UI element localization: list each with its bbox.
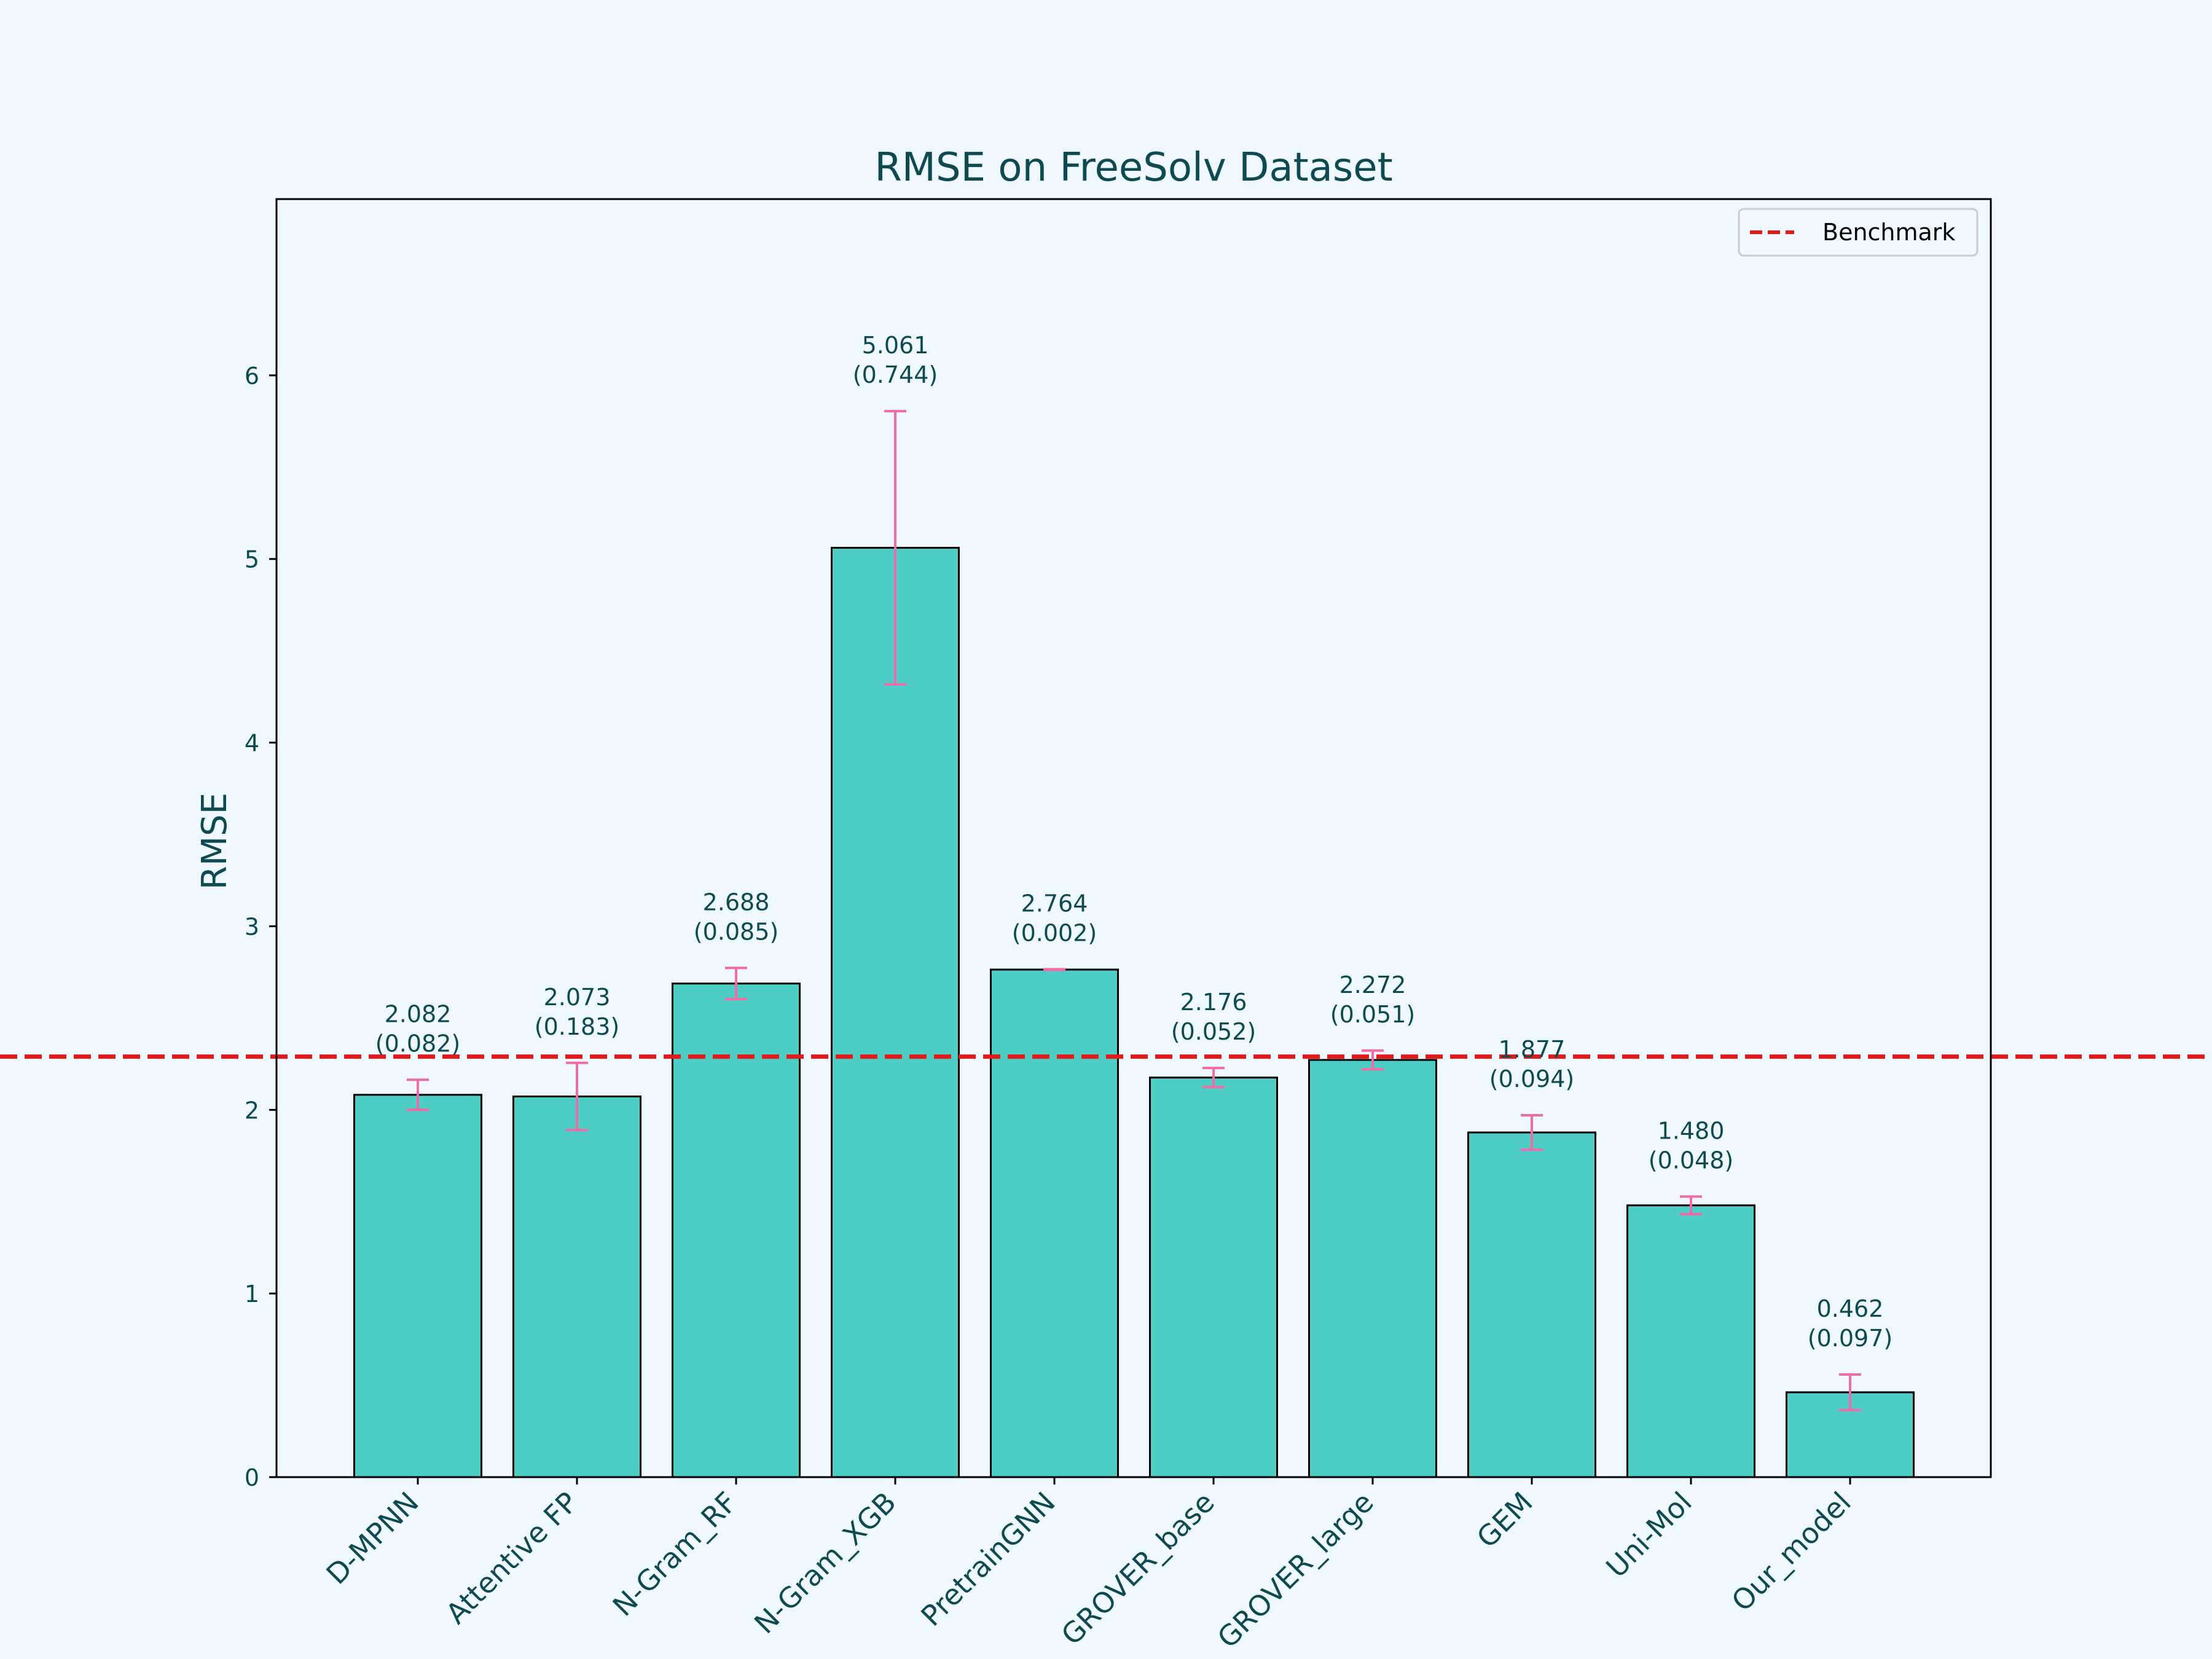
value-label: 2.764 bbox=[1021, 890, 1088, 917]
error-label: (0.002) bbox=[1012, 919, 1097, 946]
legend-box bbox=[1738, 208, 1979, 257]
y-tick-label: 1 bbox=[245, 1281, 259, 1308]
error-label: (0.048) bbox=[1649, 1147, 1733, 1174]
error-label: (0.183) bbox=[535, 1013, 619, 1040]
value-label: 1.480 bbox=[1658, 1117, 1725, 1144]
bars-layer bbox=[353, 547, 1915, 1478]
y-tick-label: 0 bbox=[245, 1464, 259, 1491]
error-bar-7 bbox=[1362, 1049, 1384, 1071]
error-label: (0.052) bbox=[1171, 1018, 1256, 1045]
error-label: (0.094) bbox=[1489, 1065, 1574, 1092]
value-label: 2.073 bbox=[544, 984, 611, 1011]
value-label: 5.061 bbox=[862, 332, 929, 359]
bar-5 bbox=[990, 968, 1119, 1478]
error-label: (0.085) bbox=[694, 918, 779, 945]
bar-1 bbox=[353, 1094, 482, 1478]
error-bars-layer bbox=[407, 410, 1861, 1411]
bar-7 bbox=[1308, 1059, 1437, 1478]
error-label: (0.744) bbox=[853, 361, 938, 388]
plot-frame bbox=[275, 198, 1992, 1478]
error-bar-10 bbox=[1839, 1373, 1861, 1411]
bar-3 bbox=[672, 982, 801, 1478]
value-label: 2.082 bbox=[385, 1000, 452, 1027]
error-label: (0.051) bbox=[1330, 1001, 1415, 1028]
legend-benchmark-label: Benchmark bbox=[1822, 219, 1955, 246]
value-label: 2.176 bbox=[1180, 989, 1247, 1016]
y-tick-label: 2 bbox=[245, 1097, 259, 1124]
bar-4 bbox=[831, 547, 960, 1478]
error-bar-6 bbox=[1202, 1067, 1225, 1089]
bar-9 bbox=[1626, 1204, 1755, 1478]
error-label: (0.097) bbox=[1808, 1325, 1892, 1352]
error-bar-2 bbox=[566, 1061, 588, 1132]
error-bar-4 bbox=[884, 410, 906, 686]
error-bar-1 bbox=[407, 1078, 429, 1112]
bar-8 bbox=[1467, 1131, 1596, 1478]
error-bar-9 bbox=[1680, 1195, 1702, 1216]
legend: Benchmark bbox=[1738, 208, 1979, 257]
error-bar-5 bbox=[1043, 968, 1065, 971]
bar-6 bbox=[1149, 1077, 1278, 1478]
bar-2 bbox=[512, 1095, 641, 1478]
value-label: 2.272 bbox=[1339, 971, 1406, 998]
y-tick-label: 4 bbox=[245, 730, 259, 757]
y-tick-label: 5 bbox=[245, 546, 259, 573]
value-label: 0.462 bbox=[1817, 1295, 1884, 1322]
value-label: 1.877 bbox=[1499, 1036, 1566, 1063]
y-tick-label: 3 bbox=[245, 913, 259, 940]
chart-title: RMSE on FreeSolv Dataset bbox=[874, 145, 1392, 190]
y-axis-label: RMSE bbox=[195, 793, 235, 890]
error-label: (0.082) bbox=[375, 1030, 460, 1057]
value-labels-layer: 2.082 (0.082) 2.073(0.183) 2.688(0.085) 5.06… bbox=[375, 332, 1892, 1352]
y-tick-label: 6 bbox=[245, 363, 259, 390]
value-label: 2.688 bbox=[703, 888, 770, 916]
error-bar-3 bbox=[725, 967, 747, 1001]
error-bar-8 bbox=[1521, 1113, 1543, 1151]
